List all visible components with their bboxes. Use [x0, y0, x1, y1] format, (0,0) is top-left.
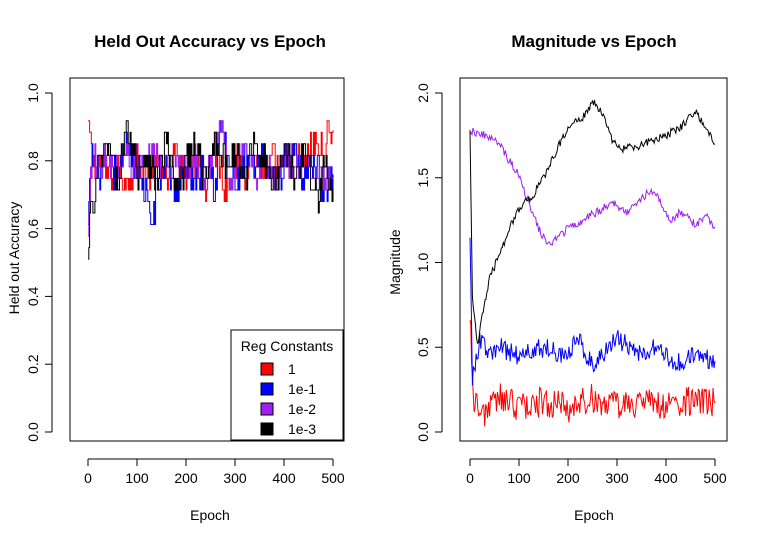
legend-entry-1e-1: 1e-1	[288, 381, 316, 397]
chart-right-plot-box	[459, 77, 728, 442]
left-ytick-label-1: 0.2	[25, 354, 41, 374]
left-xtick-label-4: 400	[272, 470, 296, 486]
left-ytick-label-2: 0.4	[25, 286, 41, 306]
right-ytick-label-4: 2.0	[415, 83, 431, 103]
right-xtick-label-2: 200	[556, 470, 580, 486]
left-series-1e-3	[88, 120, 334, 260]
left-xtick-label-1: 100	[125, 470, 149, 486]
right-ytick-label-1: 0.5	[415, 337, 431, 357]
chart-left-title: Held Out Accuracy vs Epoch	[94, 32, 326, 51]
right-xtick-label-3: 300	[605, 470, 629, 486]
right-ytick-label-3: 1.5	[415, 168, 431, 188]
chart-left-x-axis: 0 100 200 300 400 500	[84, 458, 345, 486]
right-ytick-label-2: 1.0	[415, 253, 431, 273]
legend-title: Reg Constants	[241, 338, 334, 354]
chart-left-xlabel: Epoch	[190, 507, 230, 523]
right-xtick-label-1: 100	[507, 470, 531, 486]
right-series-1e-1	[469, 237, 716, 386]
chart-right-ylabel: Magnitude	[387, 229, 403, 295]
left-xtick-label-3: 300	[223, 470, 247, 486]
chart-left-series-group	[88, 120, 334, 260]
legend-entry-1e-3: 1e-3	[288, 421, 316, 437]
legend-entry-1: 1	[288, 361, 296, 377]
left-ytick-label-3: 0.6	[25, 219, 41, 239]
left-xtick-label-0: 0	[84, 470, 92, 486]
left-ytick-label-0: 0.0	[25, 422, 41, 442]
legend-swatch-1e-2	[260, 402, 274, 416]
chart-right-y-axis: 0.0 0.5 1.0 1.5 2.0	[415, 83, 443, 442]
right-ytick-label-0: 0.0	[415, 422, 431, 442]
chart-left-plot-box	[69, 77, 345, 442]
left-ytick-label-4: 0.8	[25, 151, 41, 171]
right-xtick-label-0: 0	[466, 470, 474, 486]
chart-right-title: Magnitude vs Epoch	[511, 32, 676, 51]
chart-left-y-axis: 0.0 0.2 0.4 0.6 0.8 1.0	[25, 83, 53, 442]
chart-left-ylabel: Held out Accuracy	[6, 202, 22, 315]
legend-swatch-1	[260, 362, 274, 376]
chart-right-series-group	[469, 99, 716, 427]
legend-entry-1e-2: 1e-2	[288, 401, 316, 417]
chart-right-x-axis: 0 100 200 300 400 500	[466, 458, 727, 486]
chart-right-xlabel: Epoch	[574, 507, 614, 523]
legend-box	[230, 329, 344, 441]
left-ytick-label-5: 1.0	[25, 83, 41, 103]
legend-swatch-1e-1	[260, 382, 274, 396]
right-series-1	[469, 319, 716, 427]
right-xtick-label-4: 400	[654, 470, 678, 486]
chart-left: Held Out Accuracy vs Epoch 0 100 200 300 400…	[6, 32, 345, 523]
chart-right: Magnitude vs Epoch 0 100 200 300 400 500 0.00…	[387, 32, 728, 523]
right-series-1e-3	[469, 99, 716, 344]
right-xtick-label-5: 500	[703, 470, 727, 486]
left-xtick-label-5: 500	[321, 470, 345, 486]
right-series-1e-2	[469, 127, 716, 246]
left-xtick-label-2: 200	[174, 470, 198, 486]
legend: Reg Constants 1 1e-1 1e-2 1e-3	[230, 329, 344, 441]
legend-swatch-1e-3	[260, 422, 274, 436]
